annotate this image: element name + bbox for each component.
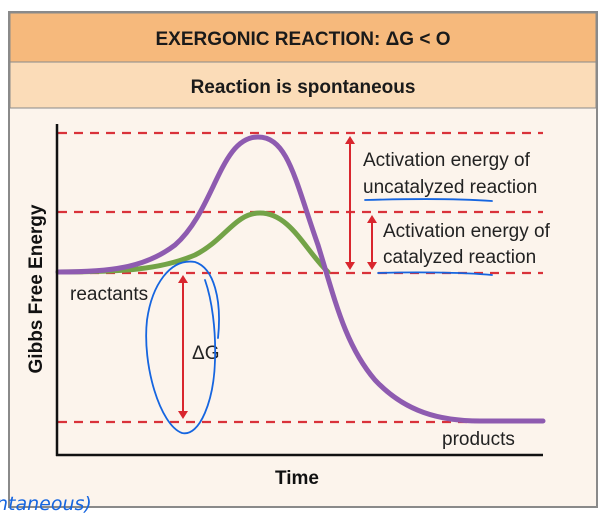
- ink-circle-delta-g: [145, 260, 220, 434]
- ink-underline-catalyzed: [377, 271, 493, 276]
- x-axis-label: Time: [275, 468, 319, 489]
- uncatalyzed-label-line2: uncatalyzed reaction: [363, 177, 537, 198]
- uncatalyzed-label-line1: Activation energy of: [363, 150, 531, 171]
- reactants-label: reactants: [70, 284, 148, 305]
- subheader-band: [9, 61, 597, 109]
- products-label: products: [442, 429, 515, 450]
- diagram-subtitle: Reaction is spontaneous: [191, 77, 416, 98]
- y-axis-label: Gibbs Free Energy: [26, 204, 47, 373]
- header-band: [9, 12, 597, 63]
- ink-underline-uncatalyzed: [364, 198, 493, 202]
- diagram-title: EXERGONIC REACTION: ΔG < O: [156, 29, 451, 50]
- uncatalyzed-curve: [55, 134, 546, 424]
- catalyzed-label-line2: catalyzed reaction: [383, 247, 536, 268]
- catalyzed-curve: [55, 210, 331, 275]
- delta-g-label: ΔG: [192, 343, 219, 364]
- ink-handwritten-note: ntaneous): [0, 493, 92, 515]
- catalyzed-label-line1: Activation energy of: [383, 221, 551, 242]
- ink-annotations: [145, 198, 493, 434]
